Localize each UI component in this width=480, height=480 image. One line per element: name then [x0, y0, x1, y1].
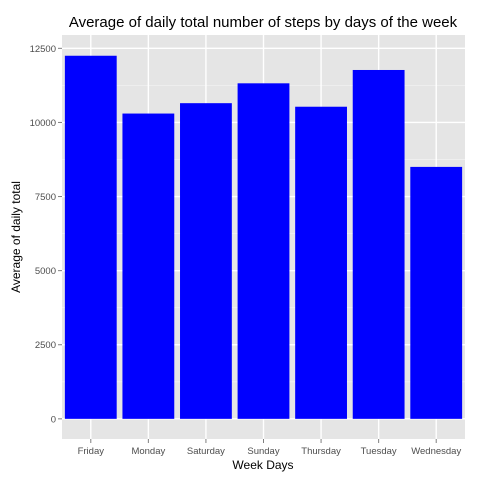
x-tick-label: Wednesday — [411, 446, 461, 457]
y-tick-label: 7500 — [35, 192, 56, 203]
x-tick-label: Friday — [78, 446, 105, 457]
y-axis-title: Average of daily total — [9, 181, 23, 293]
y-tick-label: 10000 — [30, 118, 56, 129]
bar-wednesday — [410, 167, 462, 419]
bar-monday — [122, 114, 174, 419]
y-axis: 0 2500 5000 7500 10000 12500 — [30, 44, 62, 426]
bar-saturday — [180, 103, 232, 419]
x-tick-label: Sunday — [247, 446, 279, 457]
y-tick-label: 12500 — [30, 44, 56, 55]
bar-sunday — [238, 83, 290, 419]
y-tick-label: 0 — [51, 414, 56, 425]
y-tick-label: 2500 — [35, 340, 56, 351]
x-axis: Friday Monday Saturday Sunday Thursday Tuesda… — [78, 439, 462, 457]
x-tick-label: Tuesday — [361, 446, 397, 457]
bar-tuesday — [353, 70, 405, 419]
x-tick-label: Monday — [131, 446, 165, 457]
x-tick-label: Saturday — [187, 446, 225, 457]
x-axis-title: Week Days — [232, 458, 293, 472]
bar-thursday — [295, 107, 347, 419]
bar-friday — [65, 56, 117, 419]
x-tick-label: Thursday — [301, 446, 341, 457]
y-tick-label: 5000 — [35, 266, 56, 277]
chart-title: Average of daily total number of steps b… — [69, 14, 458, 31]
